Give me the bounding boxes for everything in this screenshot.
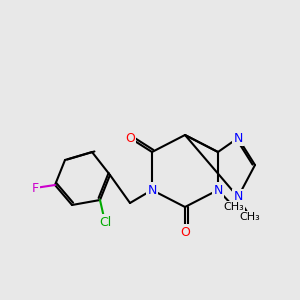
Text: CH₃: CH₃: [224, 202, 244, 212]
Text: N: N: [213, 184, 223, 196]
Text: N: N: [147, 184, 157, 196]
Text: F: F: [32, 182, 39, 194]
Text: N: N: [233, 131, 243, 145]
Text: O: O: [180, 226, 190, 238]
Text: Cl: Cl: [99, 215, 111, 229]
Text: N: N: [233, 190, 243, 203]
Text: CH₃: CH₃: [240, 212, 260, 222]
Text: O: O: [125, 131, 135, 145]
